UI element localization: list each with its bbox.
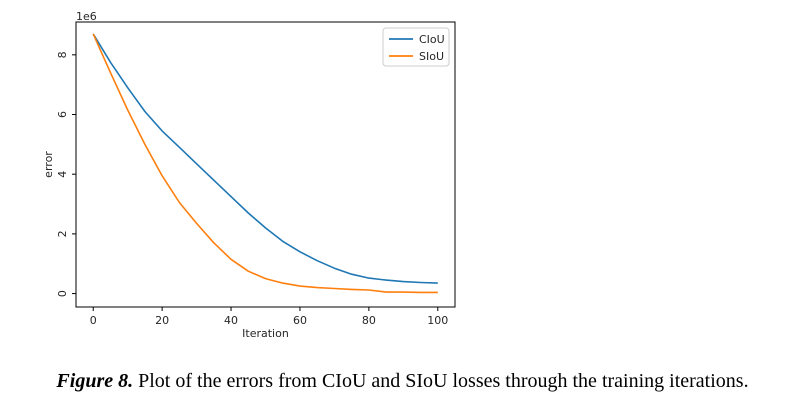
x-tick-label: 80: [362, 314, 376, 327]
y-tick-label: 2: [56, 230, 69, 237]
axis-ticks: 0 20 40 60 80 100 0 2 4 6 8: [56, 51, 448, 327]
y-multiplier-label: 1e6: [76, 10, 97, 23]
x-tick-label: 40: [224, 314, 238, 327]
y-tick-label: 8: [56, 51, 69, 58]
figure-number: Figure 8.: [56, 370, 134, 392]
x-axis-label: Iteration: [242, 327, 289, 340]
chart-figure: 1e6 0 20 40 60 80 100 0 2 4 6 8 Iteration error CI…: [42, 10, 456, 340]
line-chart: 1e6 0 20 40 60 80 100 0 2 4 6 8 Iteration error CI…: [42, 10, 456, 340]
series-lines: [92, 33, 438, 294]
y-tick-label: 6: [56, 111, 69, 118]
legend-label-ciou: CIoU: [419, 33, 445, 46]
y-axis-label: error: [42, 151, 55, 178]
figure-caption: Figure 8. Plot of the errors from CIoU a…: [0, 370, 805, 393]
legend: CIoU SIoU: [382, 27, 450, 67]
y-tick-label: 4: [56, 171, 69, 178]
plot-area-frame: [75, 21, 456, 308]
series-line-ciou: [92, 33, 438, 284]
caption-text: Plot of the errors from CIoU and SIoU lo…: [133, 370, 749, 392]
y-tick-label: 0: [56, 290, 69, 297]
x-tick-label: 100: [427, 314, 448, 327]
x-tick-label: 0: [90, 314, 97, 327]
legend-label-siou: SIoU: [419, 50, 444, 63]
series-line-siou: [92, 33, 438, 294]
x-tick-label: 20: [155, 314, 169, 327]
x-tick-label: 60: [293, 314, 307, 327]
